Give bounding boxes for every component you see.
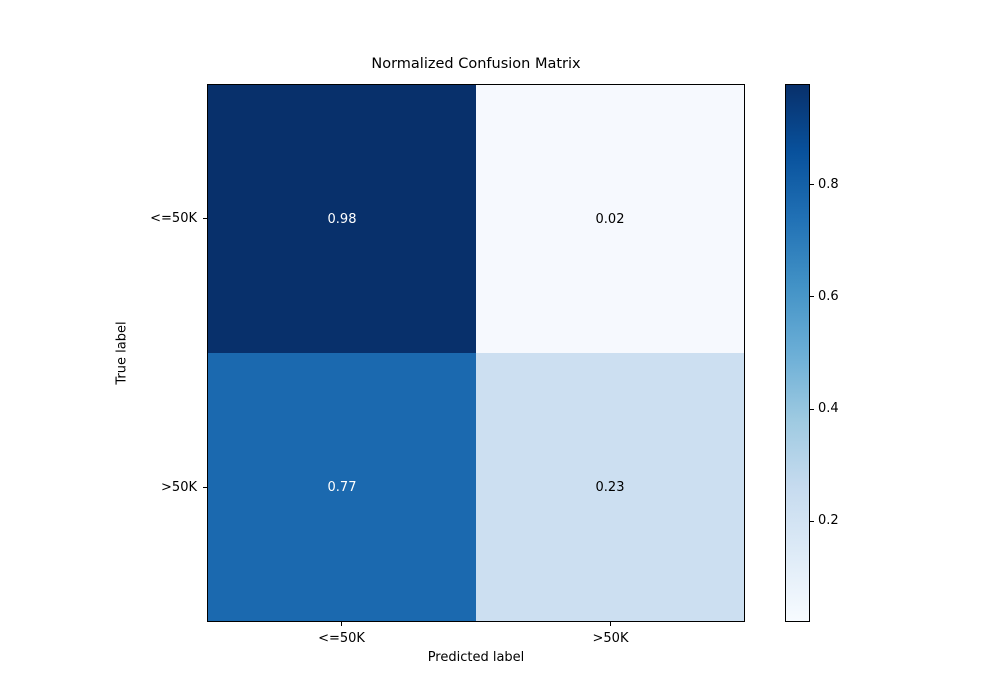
y-tick-label: >50K bbox=[161, 479, 197, 495]
y-axis-label: True label bbox=[114, 321, 130, 385]
matrix-cell-value: 0.02 bbox=[595, 211, 625, 227]
colorbar-tick-mark bbox=[810, 408, 814, 410]
matrix-cell: 0.98 bbox=[208, 85, 476, 353]
colorbar bbox=[785, 84, 810, 622]
y-tick-mark bbox=[203, 218, 207, 219]
colorbar-tick-mark bbox=[810, 296, 814, 298]
matrix-cell-value: 0.98 bbox=[327, 211, 357, 227]
y-tick-mark bbox=[203, 487, 207, 488]
chart-title: Normalized Confusion Matrix bbox=[371, 56, 581, 72]
matrix-cell-value: 0.77 bbox=[327, 479, 357, 495]
y-tick-label: <=50K bbox=[150, 210, 197, 226]
x-tick-label: >50K bbox=[592, 631, 629, 646]
x-axis-label: Predicted label bbox=[427, 650, 525, 665]
matrix-cell: 0.23 bbox=[476, 353, 744, 621]
matrix-cell: 0.02 bbox=[476, 85, 744, 353]
matrix-cell-value: 0.23 bbox=[595, 479, 625, 495]
x-tick-label: <=50K bbox=[318, 631, 365, 646]
colorbar-tick-label: 0.2 bbox=[818, 513, 839, 529]
matrix-cell: 0.77 bbox=[208, 353, 476, 621]
colorbar-tick-label: 0.6 bbox=[818, 288, 839, 304]
colorbar-tick-mark bbox=[810, 520, 814, 522]
colorbar-tick-mark bbox=[810, 184, 814, 186]
colorbar-tick-label: 0.8 bbox=[818, 176, 839, 192]
x-tick-mark bbox=[341, 622, 342, 626]
x-tick-mark bbox=[610, 622, 611, 626]
colorbar-tick-label: 0.4 bbox=[818, 401, 839, 417]
confusion-matrix-plot: 0.98 0.02 0.77 0.23 bbox=[207, 84, 745, 622]
